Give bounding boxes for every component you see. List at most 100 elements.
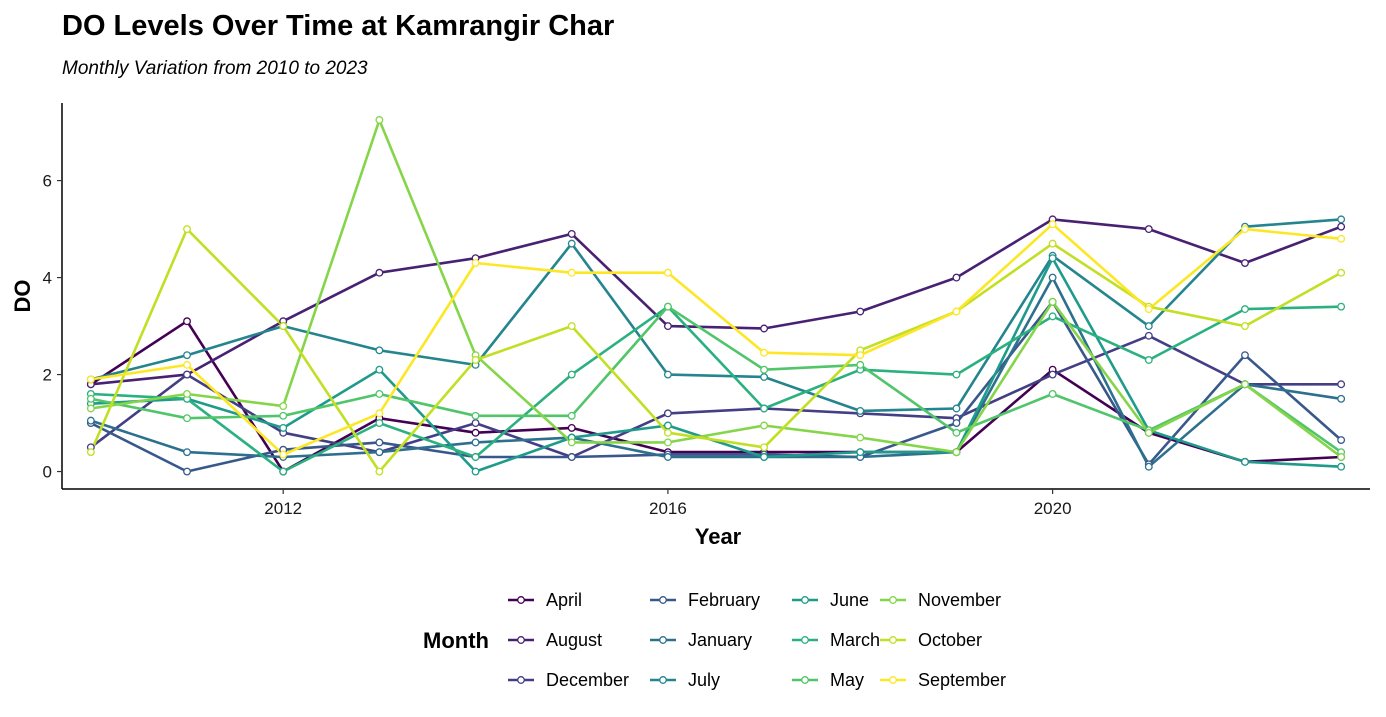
data-point-september (760, 348, 769, 357)
data-point-december (1144, 331, 1153, 340)
data-point-may (183, 414, 191, 423)
series-line-september (90, 222, 1342, 456)
legend-item-november: November (880, 590, 1001, 610)
data-point-may (375, 390, 384, 398)
chart-title: DO Levels Over Time at Kamrangir Char (62, 10, 614, 42)
data-point-october (663, 428, 672, 437)
data-point-november (375, 116, 384, 124)
data-point-september (86, 375, 95, 384)
data-point-july (663, 370, 672, 379)
data-point-march (952, 370, 961, 379)
legend-key-point (889, 636, 897, 644)
data-point-october (86, 448, 95, 457)
x-tick-label: 2020 (1034, 499, 1072, 518)
y-axis-title: DO (10, 280, 35, 313)
data-point-january (1144, 462, 1153, 471)
y-ticks: 0 2 4 6 (43, 172, 62, 482)
series-line-january (90, 276, 1342, 468)
chart-subtitle: Monthly Variation from 2010 to 2023 (62, 58, 368, 79)
series-line-august (90, 218, 1342, 386)
legend-item-april: April (508, 590, 582, 610)
series-line-march (90, 305, 1342, 473)
data-point-september (375, 409, 384, 418)
series-line-december (90, 334, 1342, 459)
data-point-june (856, 448, 865, 457)
data-point-september (856, 351, 865, 360)
data-point-november (86, 404, 95, 413)
series-line-july (90, 218, 1342, 413)
legend-label: December (546, 670, 629, 690)
data-point-may (952, 428, 961, 437)
data-point-july (952, 404, 961, 413)
legend-key-point (801, 676, 809, 684)
data-point-march (1048, 312, 1057, 321)
legend-label: September (918, 670, 1006, 690)
legend-label: July (688, 670, 720, 690)
x-ticks: 2012 2016 2020 (264, 489, 1072, 518)
data-point-may (471, 411, 480, 420)
data-point-january (1048, 273, 1057, 282)
y-tick-label: 4 (43, 269, 52, 288)
data-point-november (183, 390, 191, 398)
y-tick-label: 2 (43, 366, 52, 385)
legend-key-point (659, 636, 667, 644)
legend-item-may: May (792, 670, 864, 690)
data-point-april (567, 423, 576, 432)
data-point-june (663, 421, 672, 430)
data-point-january (183, 448, 191, 457)
y-tick-label: 6 (43, 172, 52, 191)
legend-key-point (801, 596, 809, 604)
data-point-may (86, 394, 95, 403)
data-point-march (760, 404, 769, 413)
y-tick-label: 0 (43, 463, 52, 482)
legend-item-december: December (508, 670, 629, 690)
data-point-june (375, 365, 384, 374)
data-point-december (1048, 370, 1057, 379)
data-point-october (183, 225, 191, 234)
data-point-february (375, 438, 384, 447)
data-point-january (86, 416, 95, 425)
legend-label: June (830, 590, 869, 610)
data-point-january (663, 453, 672, 461)
data-point-october (279, 322, 288, 331)
data-point-september (471, 259, 480, 267)
data-point-september (1048, 220, 1057, 229)
x-tick-label: 2016 (649, 499, 687, 518)
legend-item-january: January (650, 630, 752, 650)
data-point-august (663, 322, 672, 331)
legend-label: April (546, 590, 582, 610)
legend-key-point (889, 676, 897, 684)
legend-key-point (659, 596, 667, 604)
legend-item-february: February (650, 590, 760, 610)
legend-label: October (918, 630, 982, 650)
data-point-july (183, 351, 191, 360)
data-point-october (1337, 268, 1346, 277)
data-point-july (375, 346, 384, 355)
data-point-may (279, 411, 288, 420)
data-point-march (567, 370, 576, 379)
legend-title: Month (423, 628, 489, 653)
data-point-june (279, 423, 288, 432)
legend-item-august: August (508, 630, 602, 650)
legend-key-point (517, 596, 525, 604)
data-point-may (856, 360, 865, 369)
data-point-september (1241, 225, 1249, 234)
data-point-september (279, 450, 288, 459)
series-points (86, 116, 1346, 476)
legend-item-june: June (792, 590, 869, 610)
data-point-august (760, 324, 769, 333)
data-point-october (760, 443, 769, 452)
data-point-april (183, 317, 191, 326)
data-point-august (952, 273, 961, 282)
data-point-july (1337, 215, 1346, 224)
data-point-august (856, 307, 865, 316)
data-point-august (1241, 259, 1249, 267)
series-lines (89, 118, 1342, 473)
data-point-november (760, 421, 769, 430)
data-point-november (1144, 428, 1153, 437)
legend-key-point (517, 676, 525, 684)
data-point-may (567, 411, 576, 420)
data-point-october (471, 356, 480, 364)
data-point-october (1048, 239, 1057, 248)
data-point-march (471, 453, 480, 461)
